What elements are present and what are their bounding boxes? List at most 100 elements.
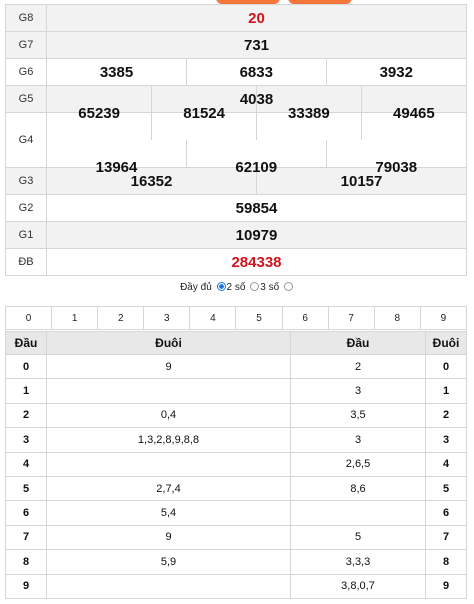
digit-button[interactable]: 5 bbox=[235, 306, 283, 330]
prize-number: 3932 bbox=[325, 59, 466, 85]
prize-label: G3 bbox=[5, 167, 47, 195]
prize-label: G4 bbox=[5, 112, 47, 168]
tail-list: 9 bbox=[46, 353, 291, 380]
row-g4: G4 65239 81524 33389 49465 13964 62109 7… bbox=[5, 86, 467, 194]
loto-row: 5 2,7,4 8,6 5 bbox=[5, 475, 467, 502]
loto-row: 4 2,6,5 4 bbox=[5, 451, 467, 477]
prize-label: ĐB bbox=[5, 248, 47, 276]
tail-digit: 6 bbox=[425, 500, 467, 526]
head-digit: 6 bbox=[5, 500, 47, 526]
option-three-label[interactable]: 3 số bbox=[260, 282, 280, 293]
head-digit: 4 bbox=[5, 451, 47, 477]
digit-button[interactable]: 6 bbox=[281, 306, 329, 330]
tail-list: 1,3,2,8,9,8,8 bbox=[46, 427, 291, 453]
head-list: 3,3,3 bbox=[290, 549, 426, 575]
prize-number: 6833 bbox=[186, 59, 327, 85]
tail-list: 0,4 bbox=[46, 402, 291, 429]
loto-header: Đầu Đuôi Đầu Đuôi bbox=[5, 331, 467, 355]
head-list: 3,5 bbox=[290, 402, 426, 429]
digit-button[interactable]: 1 bbox=[51, 306, 99, 330]
prize-number: 33389 bbox=[256, 86, 362, 140]
digit-button[interactable]: 2 bbox=[97, 306, 145, 330]
tab-button-left[interactable] bbox=[216, 0, 280, 4]
prize-number: 81524 bbox=[151, 86, 257, 140]
tail-digit: 0 bbox=[425, 353, 467, 380]
prize-number: 731 bbox=[46, 31, 467, 59]
prize-label: G1 bbox=[5, 221, 47, 249]
tail-list: 9 bbox=[46, 524, 291, 551]
tail-digit: 7 bbox=[425, 524, 467, 551]
radio-3-digits[interactable] bbox=[250, 282, 260, 291]
tail-digit: 8 bbox=[425, 549, 467, 575]
radio-full[interactable] bbox=[283, 282, 293, 291]
head-list: 3,8,0,7 bbox=[290, 573, 426, 599]
tail-digit: 9 bbox=[425, 573, 467, 599]
tail-digit: 3 bbox=[425, 427, 467, 453]
prize-number: 20 bbox=[46, 4, 467, 32]
display-options: Đầy đủ 2 số 3 số bbox=[0, 282, 474, 293]
tail-list: 5,4 bbox=[46, 500, 291, 526]
loto-table: Đầu Đuôi Đầu Đuôi 0 9 2 0 1 3 1 2 0,4 3,5 2 3 1,3,2,… bbox=[5, 331, 467, 599]
prize-number: 49465 bbox=[360, 86, 466, 140]
option-two-label[interactable]: 2 số bbox=[226, 282, 246, 293]
tail-digit: 1 bbox=[425, 378, 467, 404]
prize-label: G7 bbox=[5, 31, 47, 59]
head-digit: 7 bbox=[5, 524, 47, 551]
prize-label: G5 bbox=[5, 85, 47, 113]
head-list: 5 bbox=[290, 524, 426, 551]
row-g6: G6 3385 6833 3932 bbox=[5, 58, 467, 86]
row-g7: G7 731 bbox=[5, 31, 467, 59]
head-digit: 8 bbox=[5, 549, 47, 575]
head-digit: 1 bbox=[5, 378, 47, 404]
digit-button[interactable]: 3 bbox=[143, 306, 191, 330]
radio-2-digits[interactable] bbox=[216, 282, 226, 291]
header-duoi-2: Đuôi bbox=[425, 331, 467, 355]
prize-label: G2 bbox=[5, 194, 47, 222]
digit-button[interactable]: 0 bbox=[4, 306, 53, 330]
header-dau-2: Đầu bbox=[290, 331, 426, 355]
digit-button[interactable]: 8 bbox=[373, 306, 421, 330]
loto-row: 6 5,4 6 bbox=[5, 500, 467, 526]
head-list: 8,6 bbox=[290, 475, 426, 502]
tail-list bbox=[46, 378, 291, 404]
row-db: ĐB 284338 bbox=[5, 248, 467, 276]
tail-list: 2,7,4 bbox=[46, 475, 291, 502]
tail-digit: 2 bbox=[425, 402, 467, 429]
prize-number: 65239 bbox=[78, 104, 120, 122]
tail-list bbox=[46, 451, 291, 477]
results-table: G8 20 G7 731 G6 3385 6833 3932 G5 4038 G… bbox=[5, 4, 467, 276]
head-digit: 0 bbox=[5, 353, 47, 380]
digit-button[interactable]: 9 bbox=[419, 306, 468, 330]
digit-filter: 0 1 2 3 4 5 6 7 8 9 bbox=[4, 306, 468, 330]
head-list bbox=[290, 500, 426, 526]
prize-label: G6 bbox=[5, 58, 47, 86]
special-prize-number: 284338 bbox=[46, 248, 467, 276]
prize-number: 10157 bbox=[256, 168, 466, 194]
header-duoi: Đuôi bbox=[46, 331, 291, 355]
tab-button-right[interactable] bbox=[288, 0, 352, 4]
tail-digit: 4 bbox=[425, 451, 467, 477]
tail-digit: 5 bbox=[425, 475, 467, 502]
head-list: 2 bbox=[290, 353, 426, 380]
option-full-label[interactable]: Đầy đủ bbox=[180, 282, 212, 293]
loto-row: 9 3,8,0,7 9 bbox=[5, 573, 467, 599]
tail-list bbox=[46, 573, 291, 599]
digit-button[interactable]: 4 bbox=[189, 306, 237, 330]
digit-button[interactable]: 7 bbox=[327, 306, 375, 330]
head-list: 3 bbox=[290, 378, 426, 404]
row-g2: G2 59854 bbox=[5, 194, 467, 222]
head-digit: 2 bbox=[5, 402, 47, 429]
head-digit: 9 bbox=[5, 573, 47, 599]
head-list: 2,6,5 bbox=[290, 451, 426, 477]
tail-list: 5,9 bbox=[46, 549, 291, 575]
loto-row: 2 0,4 3,5 2 bbox=[5, 402, 467, 429]
prize-number: 10979 bbox=[46, 221, 467, 249]
head-digit: 3 bbox=[5, 427, 47, 453]
loto-row: 3 1,3,2,8,9,8,8 3 3 bbox=[5, 427, 467, 453]
prize-label: G8 bbox=[5, 4, 47, 32]
prize-number: 59854 bbox=[46, 194, 467, 222]
prize-number: 13964 bbox=[95, 158, 138, 176]
